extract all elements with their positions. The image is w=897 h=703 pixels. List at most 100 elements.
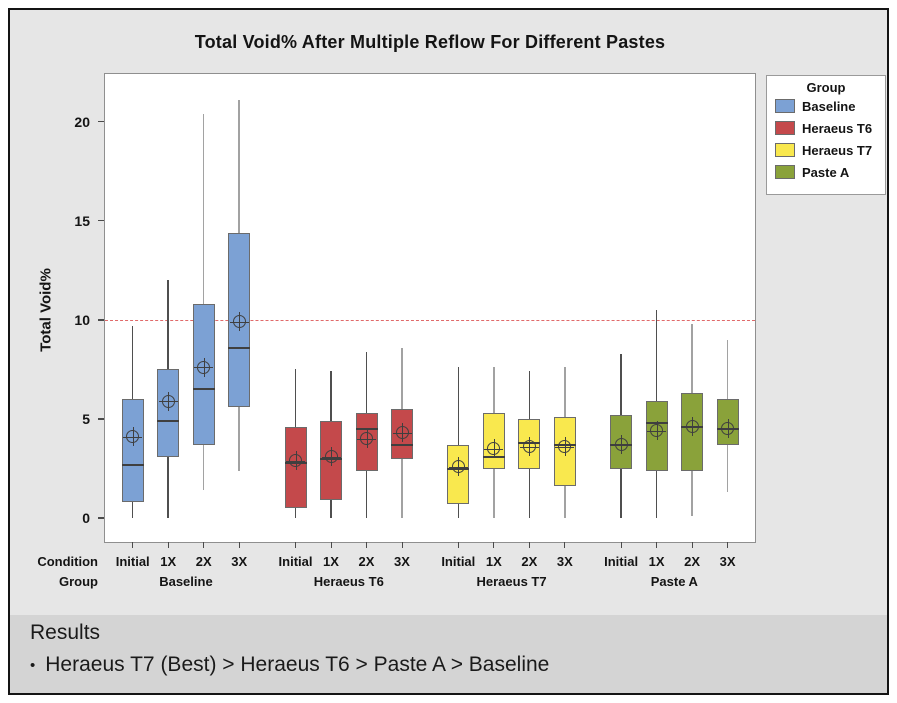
x-tick-mark: [457, 542, 459, 548]
x-tick-mark: [528, 542, 530, 548]
y-tick-mark: [98, 418, 104, 420]
group-tick-label: Paste A: [650, 574, 698, 589]
condition-axis-row: Condition Initial 1X 2X 3X Initial 1X 2X 3X Init…: [37, 554, 756, 570]
results-text: Heraeus T7 (Best) > Heraeus T6 > Paste A…: [45, 653, 550, 676]
median-line: [192, 388, 215, 391]
legend-item-label: Baseline: [802, 98, 856, 114]
figure-window: Total Void% After Multiple Reflow For Di…: [8, 8, 889, 695]
condition-tick-label: 2X: [684, 554, 701, 569]
plot-panel: [104, 73, 756, 548]
mean-marker: [519, 437, 539, 457]
median-line: [228, 346, 251, 349]
y-tick-mark: [98, 517, 104, 519]
legend-title: Group: [806, 80, 846, 95]
reference-line: [105, 319, 755, 321]
median-line: [355, 427, 378, 430]
legend-item-label: Heraeus T7: [802, 142, 873, 158]
condition-tick-label: Initial: [278, 554, 313, 569]
x-tick-mark: [167, 542, 169, 548]
mean-marker: [229, 312, 249, 332]
mean-marker: [611, 435, 631, 455]
condition-tick-label: Initial: [604, 554, 639, 569]
legend-item-label: Heraeus T6: [802, 120, 873, 136]
x-tick-mark: [238, 542, 240, 548]
condition-tick-label: 3X: [556, 554, 573, 569]
condition-tick-label: 1X: [648, 554, 665, 569]
x-tick-mark: [493, 542, 495, 548]
x-tick-mark: [656, 542, 658, 548]
group-axis-label: Group: [59, 574, 98, 589]
mean-marker: [484, 439, 504, 459]
median-line: [391, 443, 413, 446]
condition-tick-label: 3X: [394, 554, 410, 569]
condition-tick-label: 2X: [521, 554, 538, 569]
legend: Group Baseline Heraeus T6 Heraeus T7 Paste …: [766, 75, 886, 195]
x-tick-mark: [295, 542, 296, 548]
condition-tick-label: 1X: [485, 554, 502, 569]
legend-item-label: Paste A: [802, 164, 850, 180]
condition-tick-label: 2X: [195, 554, 212, 569]
y-tick-label: 20: [74, 113, 90, 130]
y-tick-mark: [98, 319, 104, 321]
bullet-glyph: •: [30, 656, 36, 674]
box-whisker: [202, 113, 205, 491]
group-tick-label: Baseline: [159, 574, 213, 589]
mean-marker: [357, 429, 376, 449]
mean-marker: [321, 447, 341, 467]
x-tick-mark: [564, 542, 566, 548]
mean-marker: [392, 423, 412, 443]
x-tick-mark: [691, 542, 693, 548]
mean-marker: [194, 357, 214, 377]
y-tick-label: 15: [74, 212, 90, 229]
x-tick-mark: [401, 542, 403, 548]
results-bullet-item: • Heraeus T7 (Best) > Heraeus T6 > Paste …: [30, 653, 549, 677]
y-tick-label: 0: [82, 510, 90, 527]
legend-swatch: [775, 143, 795, 157]
box-iqr: [157, 369, 180, 457]
results-panel: Results • Heraeus T7 (Best) > Heraeus T6 …: [10, 615, 887, 693]
y-tick-mark: [98, 120, 104, 123]
group-axis-row: Group Baseline Heraeus T6 Heraeus T7 Paste …: [59, 574, 756, 590]
box-whisker: [457, 367, 460, 519]
legend-item: Paste A: [767, 161, 885, 183]
mean-marker: [158, 391, 178, 411]
group-tick-label: Heraeus T7: [476, 574, 547, 589]
condition-tick-label: Initial: [115, 554, 150, 569]
mean-marker: [682, 417, 702, 437]
median-line: [121, 463, 144, 466]
condition-tick-label: 3X: [231, 554, 248, 569]
median-line: [157, 420, 180, 423]
x-tick-mark: [620, 542, 622, 548]
y-tick-mark: [98, 219, 104, 222]
x-tick-mark: [132, 542, 134, 548]
mean-marker: [555, 437, 575, 457]
x-tick-mark: [330, 542, 332, 548]
condition-axis-label: Condition: [37, 554, 98, 569]
chart-title: Total Void% After Multiple Reflow For Di…: [194, 32, 666, 52]
mean-marker: [718, 419, 738, 439]
y-axis: 0 5 10 15 20: [10, 74, 104, 542]
condition-tick-label: 1X: [160, 554, 177, 569]
x-tick-mark: [366, 542, 367, 548]
y-tick-label: 10: [74, 311, 90, 328]
legend-swatch: [775, 99, 795, 113]
condition-tick-label: 3X: [719, 554, 736, 569]
condition-tick-label: 2X: [358, 554, 375, 569]
legend-item: Heraeus T6: [767, 117, 885, 139]
mean-marker: [647, 421, 667, 441]
y-tick-label: 5: [82, 411, 90, 428]
mean-marker: [123, 427, 143, 447]
mean-marker: [286, 451, 305, 471]
box-iqr: [121, 399, 144, 503]
legend-item: Heraeus T7: [767, 139, 885, 161]
results-heading: Results: [30, 621, 101, 644]
mean-marker: [448, 457, 468, 477]
legend-swatch: [775, 165, 795, 179]
legend-swatch: [775, 121, 795, 135]
legend-item: Baseline: [767, 95, 885, 117]
group-tick-label: Heraeus T6: [313, 574, 384, 589]
condition-tick-label: 1X: [323, 554, 339, 569]
condition-tick-label: Initial: [441, 554, 476, 569]
x-tick-mark: [203, 542, 205, 548]
x-tick-mark: [727, 542, 729, 548]
